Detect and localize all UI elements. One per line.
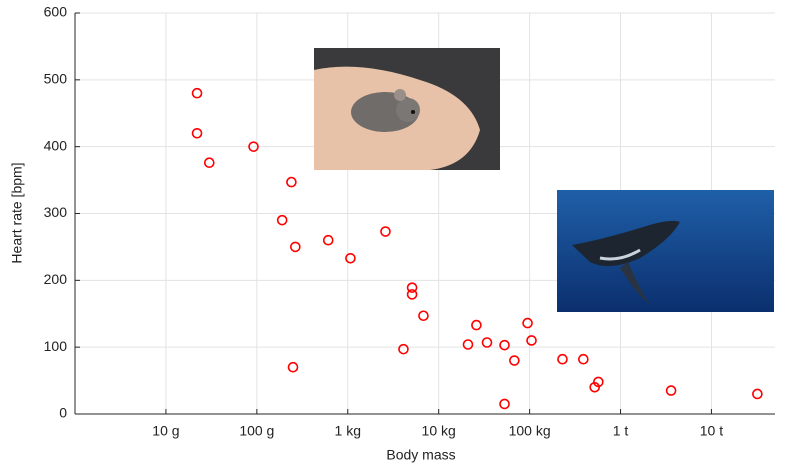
point (289, 363, 298, 372)
point (278, 216, 287, 225)
point (558, 355, 567, 364)
point (527, 336, 536, 345)
point (523, 319, 532, 328)
y-tick-label: 200 (44, 271, 68, 287)
y-tick-label: 0 (59, 405, 67, 421)
point (324, 236, 333, 245)
x-axis-label: Body mass (386, 447, 455, 463)
x-tick-label: 10 kg (422, 423, 456, 439)
mouse-photo (314, 48, 500, 170)
point (193, 89, 202, 98)
y-tick-label: 600 (44, 4, 68, 20)
x-tick-label: 10 t (700, 423, 723, 439)
point (500, 341, 509, 350)
x-tick-label: 10 g (152, 423, 179, 439)
point (419, 311, 428, 320)
y-tick-label: 100 (44, 338, 68, 354)
point (579, 355, 588, 364)
point (408, 290, 417, 299)
point (399, 345, 408, 354)
point (753, 389, 762, 398)
point (510, 356, 519, 365)
point (381, 227, 390, 236)
point (500, 399, 509, 408)
y-tick-label: 400 (44, 137, 68, 153)
y-tick-label: 300 (44, 204, 68, 220)
x-tick-label: 1 kg (335, 423, 361, 439)
x-tick-label: 1 t (613, 423, 629, 439)
point (291, 242, 300, 251)
y-axis-label: Heart rate [bpm] (9, 162, 25, 263)
x-tick-label: 100 kg (509, 423, 551, 439)
point (667, 386, 676, 395)
whale-photo (557, 190, 774, 312)
chart: Body mass Heart rate [bpm] 0 100 200 300 400… (0, 0, 787, 468)
point (193, 129, 202, 138)
point (205, 158, 214, 167)
y-tick-label: 500 (44, 71, 68, 87)
point (287, 178, 296, 187)
point (483, 338, 492, 347)
x-tick-label: 100 g (239, 423, 274, 439)
point (472, 321, 481, 330)
